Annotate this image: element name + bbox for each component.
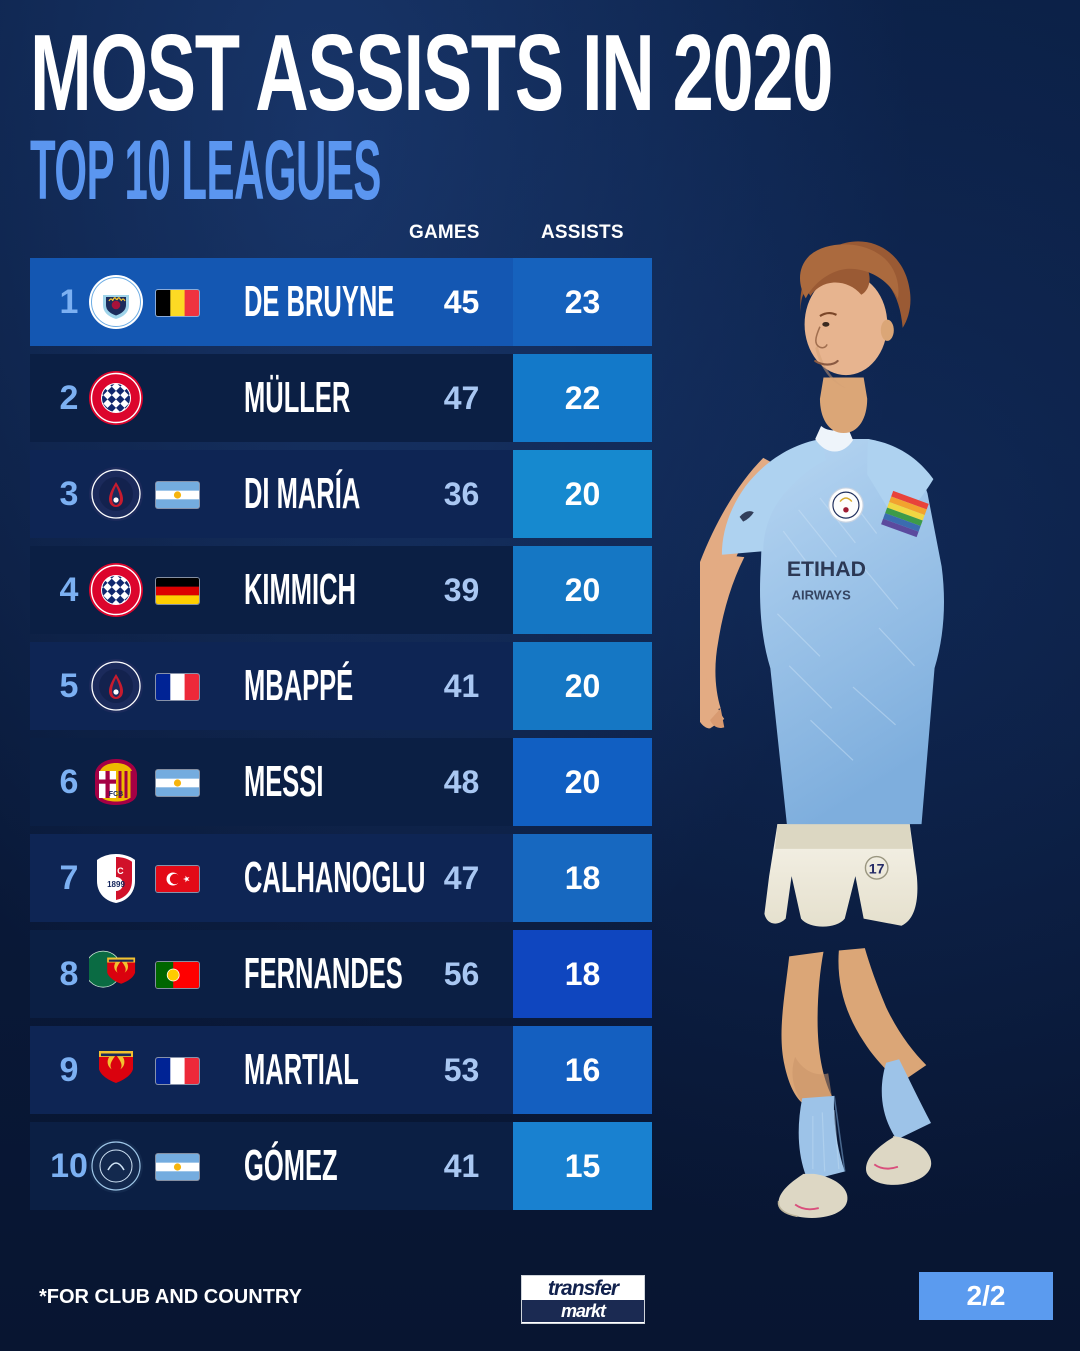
svg-text:17: 17 xyxy=(869,862,885,878)
svg-text:ETIHAD: ETIHAD xyxy=(787,557,866,581)
svg-text:AIRWAYS: AIRWAYS xyxy=(792,588,852,603)
